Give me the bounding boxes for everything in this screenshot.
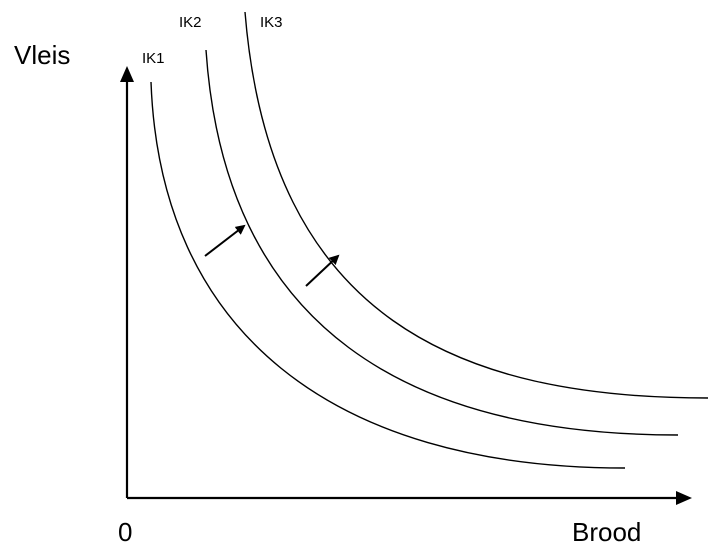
curve-label-ik2: IK2 [179,14,202,31]
curve-label-ik3: IK3 [260,14,283,31]
shift-arrow-ik2-to-ik3 [305,254,340,287]
indifference-curve-ik3 [244,11,709,399]
shift-arrow-ik1-to-ik2 [204,224,246,257]
indifference-curve-ik1 [150,81,626,469]
indifference-curve-ik2 [205,49,679,436]
origin-label: 0 [118,517,132,546]
curve-label-ik1: IK1 [142,50,165,67]
x-axis-arrowhead [676,491,692,505]
y-axis-label: Vleis [14,40,70,70]
y-axis-arrowhead [120,66,134,82]
x-axis-label: Brood [572,517,641,546]
